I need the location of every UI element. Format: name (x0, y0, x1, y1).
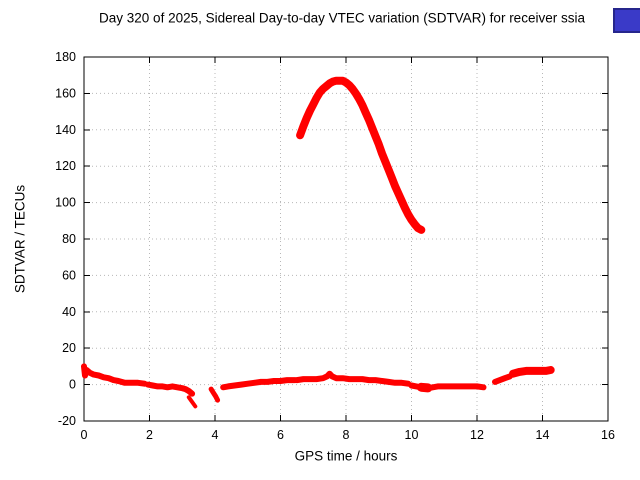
svg-text:20: 20 (62, 341, 76, 355)
svg-text:100: 100 (55, 196, 76, 210)
svg-text:2: 2 (146, 428, 153, 442)
svg-text:0: 0 (81, 428, 88, 442)
svg-text:16: 16 (601, 428, 615, 442)
svg-text:12: 12 (470, 428, 484, 442)
svg-text:6: 6 (277, 428, 284, 442)
svg-text:120: 120 (55, 159, 76, 173)
legend-swatch (613, 8, 640, 33)
svg-text:4: 4 (212, 428, 219, 442)
svg-text:10: 10 (405, 428, 419, 442)
svg-text:14: 14 (536, 428, 550, 442)
svg-text:-20: -20 (58, 414, 76, 428)
svg-text:40: 40 (62, 305, 76, 319)
svg-text:160: 160 (55, 86, 76, 100)
x-axis-label: GPS time / hours (294, 448, 398, 464)
svg-text:80: 80 (62, 232, 76, 246)
svg-text:0: 0 (69, 378, 76, 392)
svg-text:8: 8 (343, 428, 350, 442)
svg-text:140: 140 (55, 123, 76, 137)
chart-title: Day 320 of 2025, Sidereal Day-to-day VTE… (99, 10, 585, 26)
svg-text:60: 60 (62, 268, 76, 282)
svg-text:180: 180 (55, 50, 76, 64)
